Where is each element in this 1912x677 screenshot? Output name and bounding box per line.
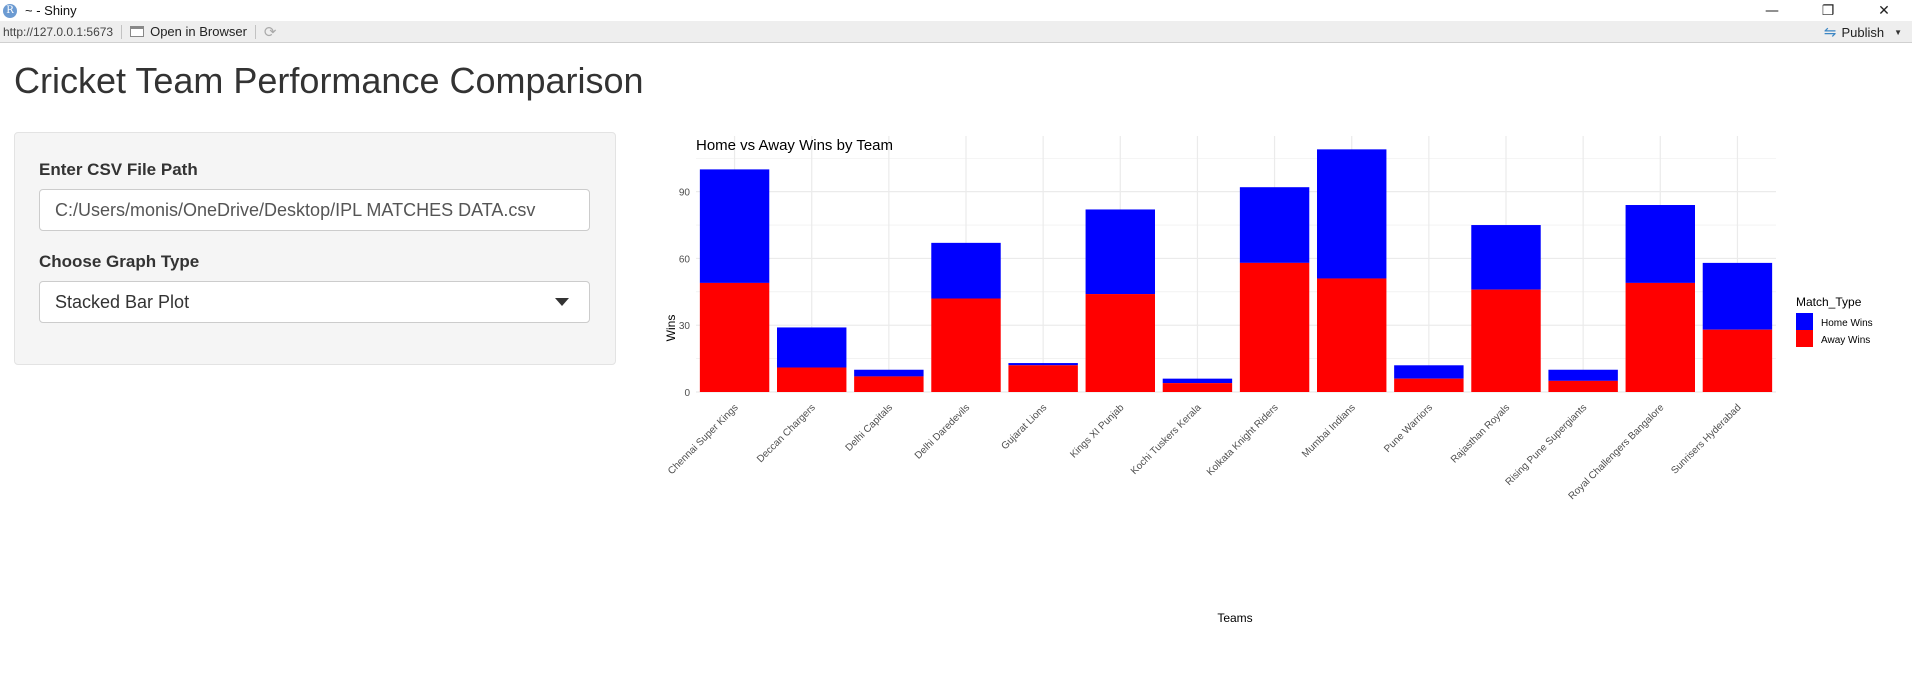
open-in-browser-label: Open in Browser xyxy=(150,24,247,39)
toolbar-separator xyxy=(254,24,256,39)
window-controls: — ❐ ✕ xyxy=(1744,0,1912,21)
bar-home-wins xyxy=(777,327,847,368)
y-tick-label: 0 xyxy=(684,388,690,399)
x-tick-label: Pune Warriors xyxy=(1382,402,1435,455)
bar-away-wins xyxy=(1317,278,1387,392)
publish-label: Publish xyxy=(1841,24,1885,40)
bar-away-wins xyxy=(1702,329,1773,392)
chevron-down-icon[interactable]: ▼ xyxy=(1894,27,1902,37)
bar-home-wins xyxy=(1471,225,1541,290)
r-app-icon: R xyxy=(3,3,17,18)
bar-home-wins xyxy=(1394,365,1464,379)
chevron-down-icon xyxy=(555,298,569,306)
bar-home-wins xyxy=(1317,149,1387,279)
y-tick-label: 60 xyxy=(679,254,691,265)
bar-away-wins xyxy=(1471,289,1541,392)
refresh-icon[interactable]: ⟳ xyxy=(263,22,277,41)
bar-home-wins xyxy=(1239,187,1310,263)
graph-type-select[interactable]: Stacked Bar Plot xyxy=(39,281,590,323)
window-titlebar: R ~ - Shiny — ❐ ✕ xyxy=(0,0,1912,21)
bar-home-wins xyxy=(1085,209,1155,295)
bar-home-wins xyxy=(1548,369,1618,381)
x-tick-label: Deccan Chargers xyxy=(755,402,818,465)
toolbar-separator xyxy=(121,24,123,39)
bar-away-wins xyxy=(699,282,770,392)
x-tick-label: Sunrisers Hyderabad xyxy=(1669,402,1743,476)
stacked-bar-chart: 0 30 60 90 Chennai Super Kings Deccan Charger… xyxy=(664,136,1873,625)
bar-home-wins xyxy=(854,369,924,377)
bar-home-wins xyxy=(1162,378,1233,384)
x-tick-label: Mumbai Indians xyxy=(1300,402,1358,460)
x-tick-label: Chennai Super Kings xyxy=(666,402,741,477)
bar-away-wins xyxy=(1548,380,1618,392)
x-tick-label: Kochi Tuskers Kerala xyxy=(1129,402,1204,477)
y-axis-title: Wins xyxy=(664,315,678,342)
legend-swatch xyxy=(1796,330,1813,347)
csv-path-label: Enter CSV File Path xyxy=(39,160,198,179)
legend-swatch xyxy=(1796,313,1813,330)
window-title: ~ - Shiny xyxy=(25,3,77,18)
bar-home-wins xyxy=(1625,205,1695,283)
bar-home-wins xyxy=(699,169,770,283)
chart-legend: Match_Type Home Wins Away Wins xyxy=(1796,295,1873,347)
viewer-toolbar: http://127.0.0.1:5673 Open in Browser ⟳ … xyxy=(0,21,1912,43)
restore-button[interactable]: ❐ xyxy=(1821,2,1835,19)
url-display[interactable]: http://127.0.0.1:5673 xyxy=(3,24,114,39)
bar-home-wins xyxy=(931,242,1001,299)
bar-away-wins xyxy=(931,298,1001,392)
browser-window-icon xyxy=(130,26,145,37)
open-in-browser-button[interactable]: Open in Browser xyxy=(130,24,247,39)
minimize-button[interactable]: — xyxy=(1765,2,1779,19)
plot-output: 0 30 60 90 Chennai Super Kings Deccan Charger… xyxy=(655,128,1912,628)
legend-label: Home Wins xyxy=(1821,318,1873,329)
bar-away-wins xyxy=(854,376,924,392)
bar-away-wins xyxy=(1162,383,1233,392)
x-tick-label: Kolkata Knight Riders xyxy=(1205,402,1281,478)
x-tick-label: Delhi Daredevils xyxy=(913,402,972,461)
bar-away-wins xyxy=(1625,282,1695,392)
x-tick-label: Rajasthan Royals xyxy=(1449,402,1512,465)
close-button[interactable]: ✕ xyxy=(1878,2,1890,19)
bar-home-wins xyxy=(1702,262,1773,330)
legend-label: Away Wins xyxy=(1821,335,1870,346)
csv-path-input[interactable]: C:/Users/monis/OneDrive/Desktop/IPL MATC… xyxy=(39,189,590,231)
bar-away-wins xyxy=(1394,378,1464,392)
y-tick-label: 90 xyxy=(679,188,691,199)
x-tick-label: Kings XI Punjab xyxy=(1068,402,1126,460)
bar-away-wins xyxy=(1085,294,1155,392)
legend-title: Match_Type xyxy=(1796,295,1862,309)
bar-away-wins xyxy=(1239,262,1310,392)
x-tick-label: Gujarat Lions xyxy=(999,402,1049,452)
bar-away-wins xyxy=(777,367,847,392)
bar-home-wins xyxy=(1008,363,1078,366)
x-tick-label: Rising Pune Supergiants xyxy=(1504,402,1590,488)
page-title: Cricket Team Performance Comparison xyxy=(14,60,644,101)
graph-type-value: Stacked Bar Plot xyxy=(55,291,190,312)
chart-title: Home vs Away Wins by Team xyxy=(696,137,893,154)
bar-away-wins xyxy=(1008,365,1078,392)
publish-icon: ⇋ xyxy=(1823,23,1837,41)
x-tick-label: Delhi Capitals xyxy=(844,402,895,453)
y-tick-label: 30 xyxy=(679,321,691,332)
graph-type-label: Choose Graph Type xyxy=(39,252,200,271)
sidebar-panel: Enter CSV File Path C:/Users/monis/OneDr… xyxy=(14,132,616,365)
x-axis-title: Teams xyxy=(1217,611,1252,625)
publish-button[interactable]: ⇋ Publish ▼ xyxy=(1824,21,1902,43)
